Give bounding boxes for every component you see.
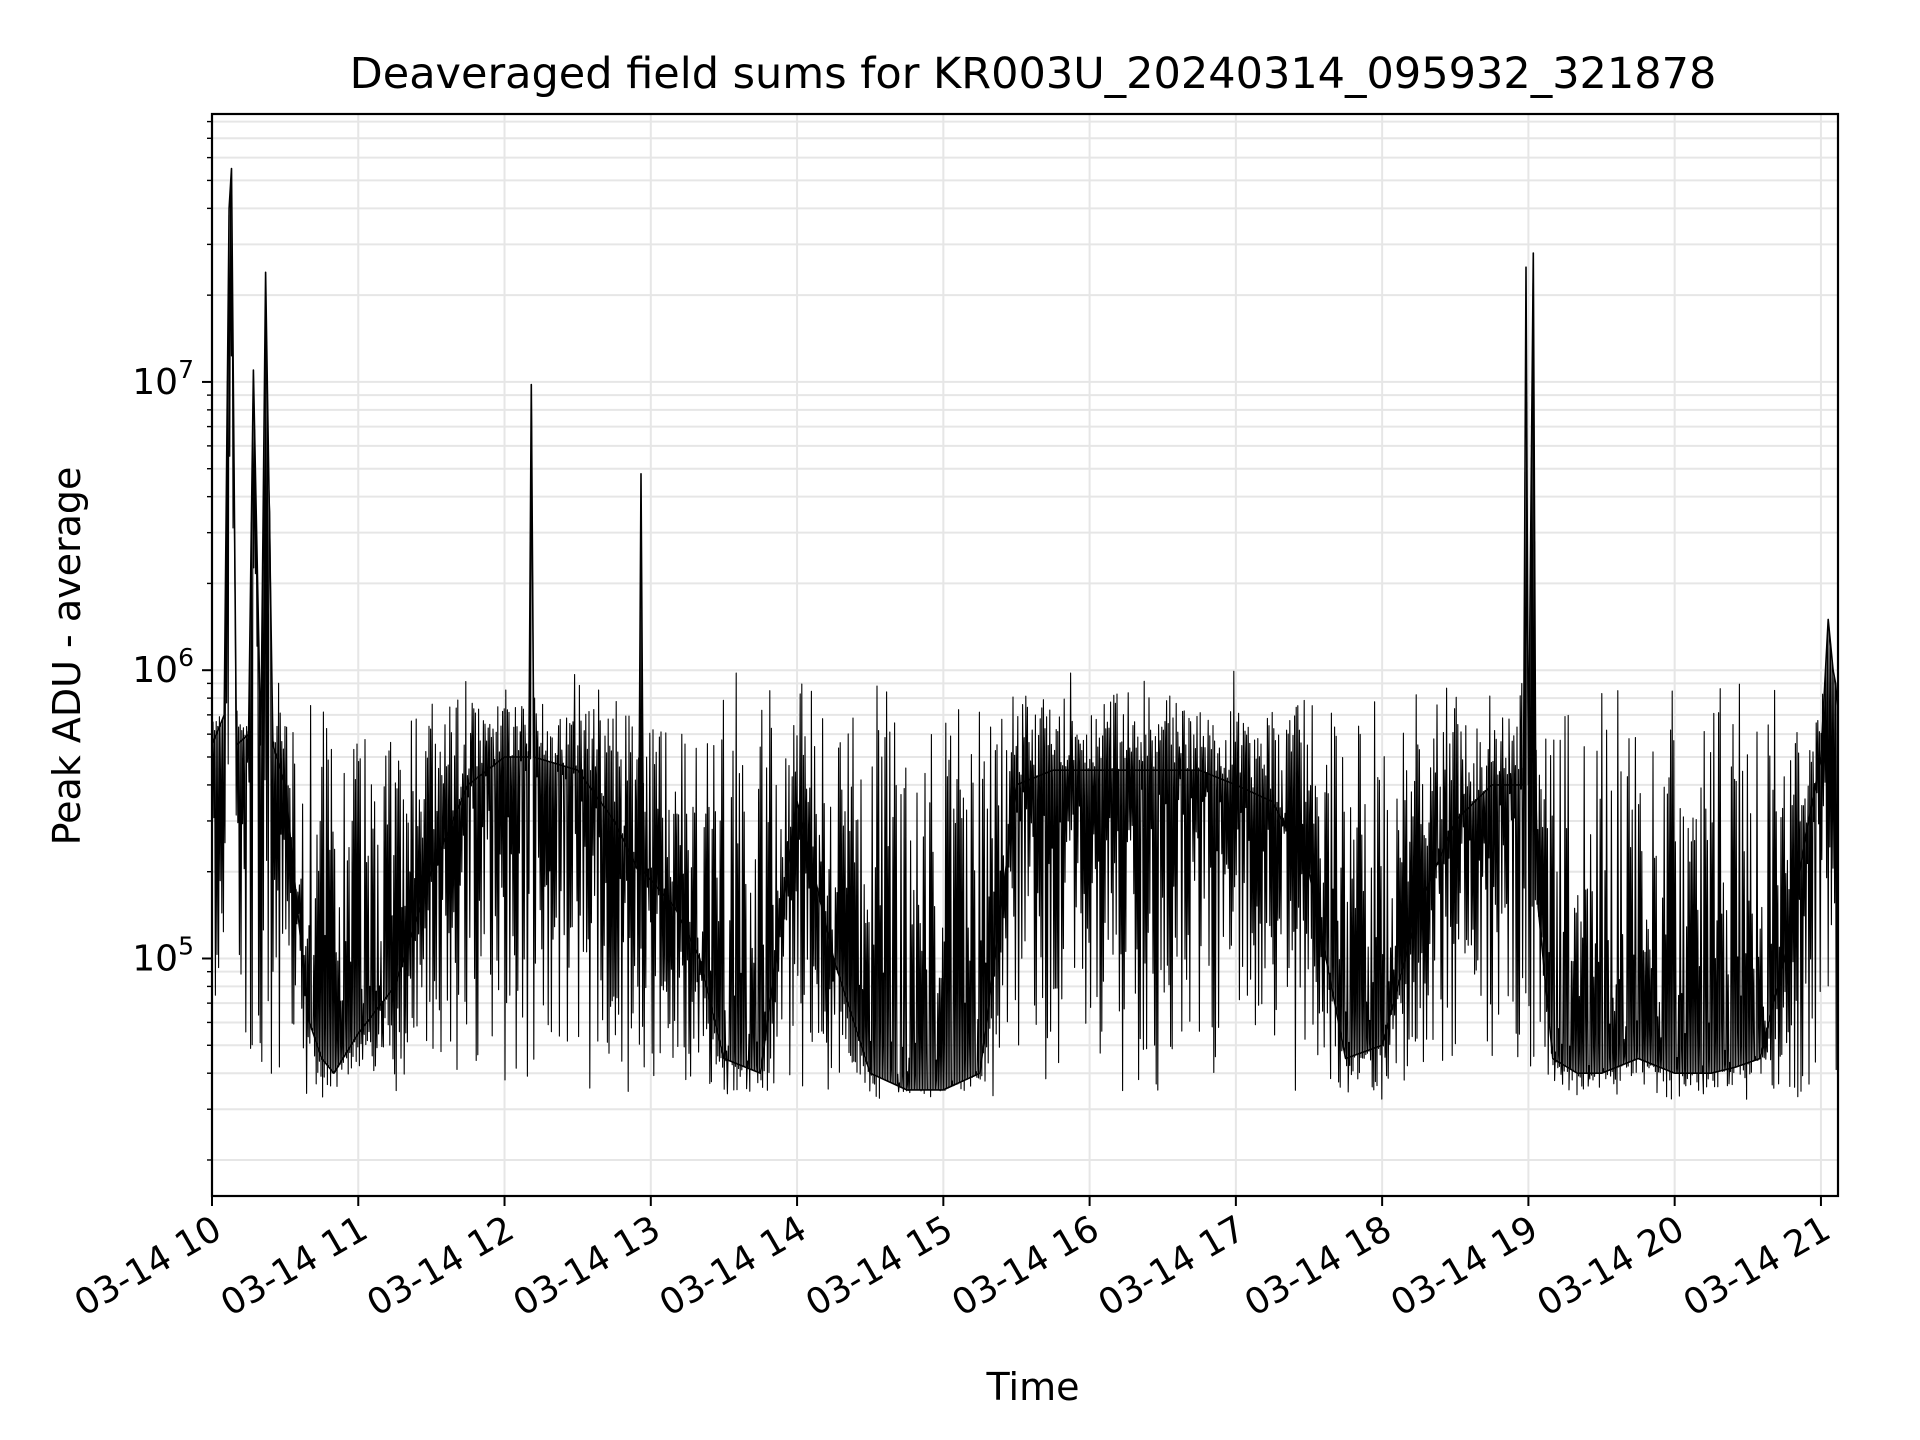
y-tick-label: 105 — [132, 931, 194, 979]
data-series-band — [212, 182, 1839, 1100]
grid — [211, 114, 1838, 1196]
data-layer — [211, 167, 1839, 1100]
y-axis: 105 106 107 — [132, 120, 212, 1161]
y-tick-label: 107 — [132, 355, 194, 403]
plot-frame — [210, 112, 1840, 1198]
data-series-line — [211, 167, 1839, 1091]
chart-title: Deaveraged field sums for KR003U_2024031… — [350, 49, 1717, 99]
y-tick-label: 106 — [132, 643, 194, 691]
y-axis-label: Peak ADU - average — [45, 467, 89, 846]
x-axis-label: Time — [986, 1365, 1080, 1409]
